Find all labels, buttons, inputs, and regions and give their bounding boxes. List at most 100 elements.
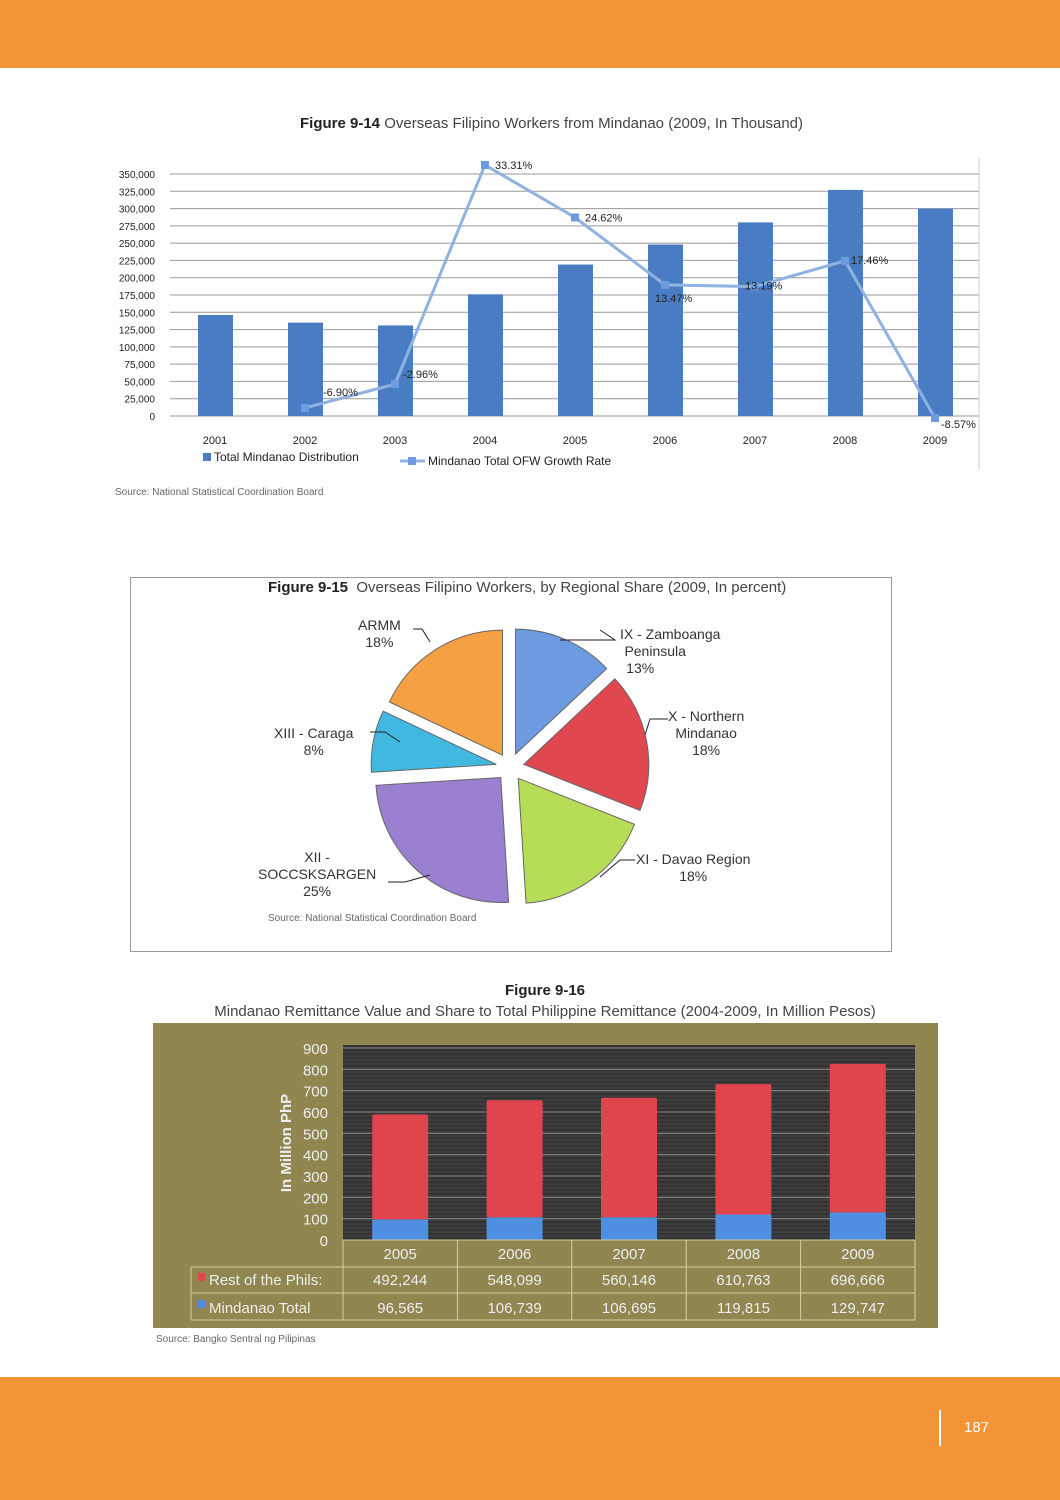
x-tick-label: 2006 (498, 1246, 531, 1263)
growth-rate-label: 24.62% (585, 213, 623, 225)
bar-rest-2006 (486, 1100, 543, 1218)
growth-rate-marker (571, 213, 579, 222)
pie-slice-4 (375, 776, 510, 903)
figure-15-title: Figure 9-15 Overseas Filipino Workers, b… (268, 579, 787, 596)
y-tick-label: 75,000 (124, 360, 155, 371)
pie-leader-line (644, 718, 668, 736)
pie-label-armm: ARMM 18% (358, 617, 401, 650)
pie-slice-3 (517, 777, 636, 904)
pie-slice-6 (388, 629, 503, 756)
y-tick-label: 400 (303, 1148, 328, 1165)
bar-mindanao-2006 (486, 1217, 543, 1240)
legend-label-mindanao: Mindanao Total (209, 1300, 310, 1317)
footer-band (0, 1377, 1060, 1500)
y-tick-label: 50,000 (124, 377, 155, 388)
pie-label-xiii: XIII - Caraga 8% (274, 725, 354, 758)
y-tick-label: 325,000 (119, 187, 156, 198)
x-tick-label: 2009 (923, 435, 947, 447)
growth-rate-label: 13.47% (655, 293, 693, 305)
x-tick-label: 2008 (833, 435, 857, 447)
x-tick-label: 2003 (383, 435, 407, 447)
y-tick-label: 225,000 (119, 256, 156, 267)
figure-16-source: Source: Bangko Sentral ng Pilipinas (156, 1334, 316, 1345)
bar-mindanao-2009 (829, 1212, 886, 1240)
pie-label-xii: XII - SOCCSKSARGEN 25% (258, 849, 377, 899)
y-tick-label: 100 (303, 1212, 328, 1229)
figure-14-title: Figure 9-14 Overseas Filipino Workers fr… (300, 115, 804, 132)
bar-2008 (828, 189, 863, 416)
table-cell-mindanao: 106,739 (487, 1300, 541, 1317)
growth-rate-marker (301, 403, 309, 412)
bar-rest-2009 (829, 1063, 886, 1213)
bar-rest-2007 (601, 1097, 657, 1218)
x-tick-label: 2004 (473, 435, 497, 447)
legend-label-bars: Total Mindanao Distribution (214, 450, 359, 464)
pie-label-ix: IX - Zamboanga Peninsula 13% (620, 626, 721, 676)
x-tick-label: 2007 (743, 435, 767, 447)
x-tick-label: 2005 (384, 1246, 417, 1263)
footer-divider (939, 1410, 941, 1446)
figure-16-label: Figure 9-16 (504, 982, 586, 999)
growth-rate-line (304, 162, 937, 419)
bar-mindanao-2005 (372, 1219, 429, 1240)
growth-rate-marker (751, 282, 759, 291)
bar-rest-2008 (715, 1084, 772, 1215)
table-cell-rest: 696,666 (831, 1272, 885, 1289)
pie-slice-5 (370, 710, 497, 773)
growth-rate-label: -8.57% (941, 419, 976, 431)
x-tick-label: 2006 (653, 435, 677, 447)
growth-rate-label: -6.90% (323, 387, 358, 399)
x-tick-label: 2002 (293, 435, 317, 447)
x-tick-label: 2007 (612, 1246, 645, 1263)
y-tick-label: 200,000 (119, 274, 156, 285)
pie-label-x: X - Northern Mindanao 18% (668, 708, 745, 758)
legend-swatch-bars (203, 453, 211, 461)
y-axis-title: In Million PhP (278, 1094, 295, 1192)
y-tick-label: 0 (149, 412, 155, 423)
bar-2003 (378, 325, 413, 416)
growth-rate-marker (931, 414, 939, 423)
y-tick-label: 300 (303, 1169, 328, 1186)
y-tick-label: 0 (320, 1233, 328, 1250)
legend-swatch-marker (408, 457, 416, 465)
table-cell-mindanao: 96,565 (377, 1300, 423, 1317)
pie-slice-2 (522, 678, 650, 812)
pie-leader-line (560, 629, 617, 641)
page-number: 187 (964, 1419, 990, 1436)
x-tick-label: 2009 (841, 1246, 874, 1263)
y-tick-label: 25,000 (124, 395, 155, 406)
figure-16-title: Mindanao Remittance Value and Share to T… (214, 1003, 876, 1020)
bar-2004 (468, 294, 503, 416)
legend-label-rest: Rest of the Phils: (209, 1272, 322, 1289)
y-tick-label: 600 (303, 1105, 328, 1122)
table-cell-rest: 548,099 (487, 1272, 541, 1289)
bar-mindanao-2007 (601, 1217, 657, 1240)
legend-label-line: Mindanao Total OFW Growth Rate (428, 454, 612, 468)
table-cell-rest: 492,244 (373, 1272, 427, 1289)
bar-2009 (918, 208, 953, 416)
bar-rest-2005 (372, 1114, 429, 1220)
figure-16-chart: 0 100 200 300 400 500 600 700 800 900 In Million P… (190, 1041, 916, 1321)
pie-label-xi: XI - Davao Region 18% (636, 851, 751, 884)
y-tick-label: 150,000 (119, 308, 156, 319)
y-tick-label: 700 (303, 1084, 328, 1101)
table-cell-mindanao: 106,695 (602, 1300, 656, 1317)
bar-2002 (288, 322, 323, 416)
table-cell-rest: 560,146 (602, 1272, 656, 1289)
growth-rate-label: 13.19% (745, 281, 783, 293)
x-tick-label: 2008 (727, 1246, 760, 1263)
legend-swatch-mindanao (198, 1300, 205, 1308)
growth-rate-label: -2.96% (403, 369, 438, 381)
pie-leader-line (370, 731, 401, 743)
header-band (0, 0, 1060, 68)
y-tick-label: 300,000 (119, 205, 156, 216)
growth-rate-marker (391, 380, 399, 389)
y-tick-label: 175,000 (119, 291, 156, 302)
table-cell-mindanao: 129,747 (831, 1300, 885, 1317)
growth-rate-label: 17.46% (851, 255, 889, 267)
figure-14-source: Source: National Statistical Coordinatio… (115, 487, 324, 498)
growth-rate-marker (481, 160, 489, 169)
pie-leader-line (413, 628, 431, 643)
pie-leader-line (599, 859, 635, 878)
growth-rate-label: 33.31% (495, 160, 533, 172)
